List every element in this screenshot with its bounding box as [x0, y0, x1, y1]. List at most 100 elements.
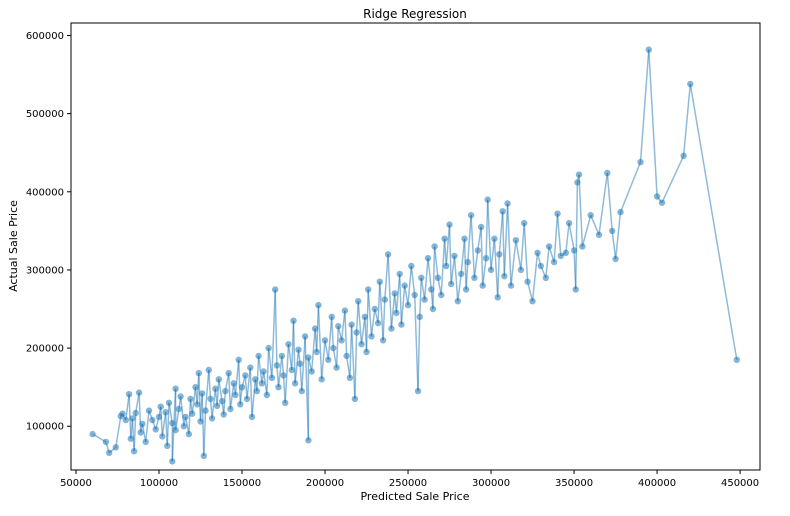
data-point — [554, 210, 561, 217]
data-point — [152, 426, 159, 433]
series-line-segment — [590, 214, 600, 236]
series-line-segment — [545, 246, 550, 278]
data-point — [474, 247, 481, 254]
data-point — [343, 352, 350, 360]
y-tick-label: 500000 — [26, 109, 64, 120]
data-point — [491, 235, 498, 242]
series-line-segment — [292, 320, 296, 384]
data-point — [534, 249, 541, 256]
data-point — [268, 374, 276, 381]
series-line-segment — [249, 367, 253, 417]
data-point — [363, 348, 370, 356]
data-point — [119, 410, 126, 417]
data-point — [238, 384, 246, 391]
series-line-segment — [578, 174, 584, 247]
data-point — [408, 262, 415, 270]
data-point — [376, 278, 383, 285]
series-line-segment — [568, 222, 575, 251]
series-line-segment — [168, 402, 174, 424]
data-point — [311, 325, 319, 332]
data-point — [301, 333, 309, 340]
data-point — [177, 393, 184, 400]
data-point — [401, 282, 408, 289]
data-point — [218, 398, 226, 405]
series-line-segment — [166, 402, 170, 446]
series-line-segment — [453, 255, 459, 302]
series-line-segment — [581, 215, 592, 247]
series-line-segment — [614, 212, 622, 260]
series-line-segment — [281, 355, 285, 376]
series-line-segment — [330, 316, 335, 349]
series-line-segment — [526, 281, 534, 302]
data-point — [273, 362, 281, 369]
series-line-segment — [208, 369, 212, 399]
data-point — [517, 266, 525, 274]
data-point — [330, 344, 337, 352]
data-point — [247, 364, 254, 371]
series-line-segment — [335, 326, 340, 368]
series-line-segment — [229, 383, 235, 410]
data-point — [462, 286, 470, 293]
data-point — [416, 313, 423, 320]
series-line-segment — [390, 293, 396, 329]
data-point — [658, 199, 666, 206]
series-line-segment — [310, 328, 316, 372]
data-point — [454, 298, 461, 305]
data-point — [215, 376, 222, 383]
data-point — [421, 296, 428, 303]
data-point — [207, 395, 214, 403]
series-line-segment — [531, 252, 539, 302]
series-line-segment — [191, 387, 197, 414]
series-line-segment — [400, 285, 406, 325]
data-point — [298, 387, 305, 395]
data-point — [479, 282, 486, 289]
data-point — [521, 219, 528, 227]
data-point — [418, 274, 425, 281]
series-line-segment — [161, 412, 167, 437]
data-point — [129, 415, 136, 422]
data-point — [180, 423, 188, 430]
data-point — [464, 258, 471, 266]
data-point — [139, 420, 146, 428]
data-point — [127, 435, 134, 442]
series-line-segment — [420, 277, 426, 300]
data-point — [587, 212, 594, 219]
series-line-segment — [204, 369, 210, 411]
data-point — [388, 325, 395, 332]
series-line-segment — [277, 355, 283, 388]
data-point — [446, 221, 453, 228]
data-point — [130, 448, 138, 455]
data-point — [461, 235, 468, 242]
data-point — [484, 196, 491, 203]
data-point — [612, 255, 619, 263]
data-point — [467, 212, 475, 219]
series-line-segment — [450, 255, 456, 285]
data-point — [574, 179, 581, 186]
data-point — [494, 294, 501, 301]
data-point — [187, 395, 194, 403]
data-point — [431, 243, 438, 250]
data-point — [393, 309, 400, 317]
data-point — [353, 329, 360, 336]
data-point — [258, 380, 266, 387]
data-point — [341, 307, 349, 314]
series-line-segment — [174, 408, 180, 431]
data-point — [477, 223, 485, 231]
data-point — [443, 262, 450, 270]
data-point — [265, 344, 272, 352]
data-point — [112, 444, 120, 451]
series-line-segment — [203, 410, 207, 456]
series-line-segment — [611, 230, 617, 260]
data-point — [335, 323, 342, 330]
data-point — [135, 389, 143, 396]
series-line-segment — [251, 379, 257, 417]
data-point — [122, 416, 129, 424]
x-tick-label: 200000 — [306, 478, 344, 489]
data-point — [272, 286, 279, 293]
data-point — [149, 416, 156, 424]
data-point — [278, 352, 286, 360]
data-point — [637, 158, 644, 166]
data-point — [194, 401, 201, 408]
series-line-segment — [463, 238, 467, 290]
